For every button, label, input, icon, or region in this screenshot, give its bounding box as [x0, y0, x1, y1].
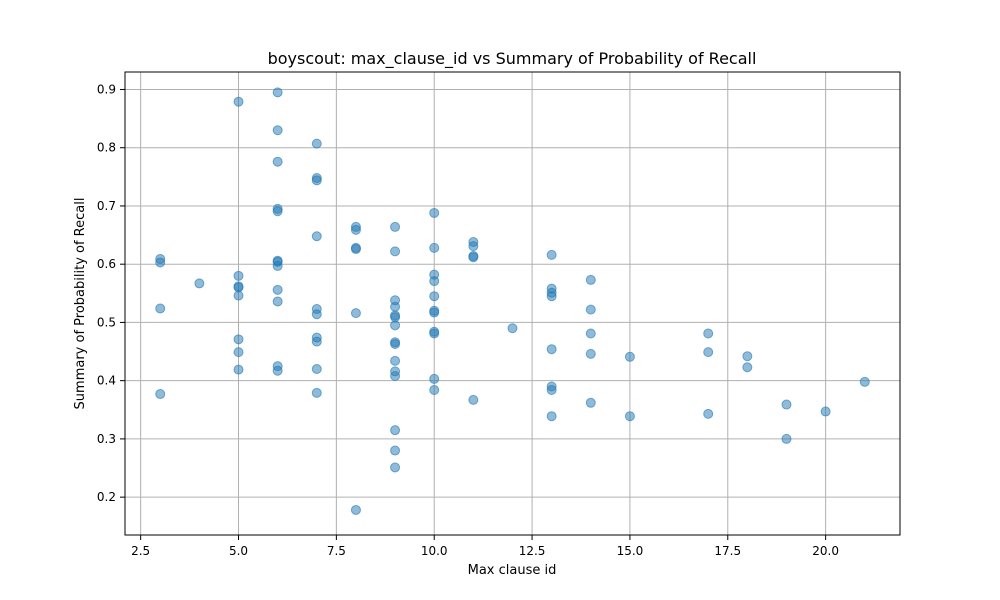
- data-point: [272, 156, 283, 167]
- data-point: [390, 312, 401, 323]
- data-point: [311, 231, 322, 242]
- data-point: [155, 389, 166, 400]
- data-point: [233, 364, 244, 375]
- data-point: [233, 290, 244, 301]
- data-point: [429, 384, 440, 395]
- data-point: [233, 347, 244, 358]
- y-tick-label: 0.2: [97, 490, 116, 504]
- x-tick-label: 2.5: [131, 544, 150, 558]
- data-point: [390, 462, 401, 473]
- y-tick-label: 0.4: [97, 374, 116, 388]
- x-axis-label: Max clause id: [468, 563, 557, 578]
- x-tick-label: 5.0: [229, 544, 248, 558]
- data-point: [272, 284, 283, 295]
- data-point: [820, 406, 831, 417]
- grid: [125, 72, 900, 535]
- y-tick-label: 0.6: [97, 257, 116, 271]
- data-point: [546, 411, 557, 422]
- x-tick-label: 12.5: [519, 544, 546, 558]
- plot-frame: [124, 71, 901, 536]
- data-point: [272, 365, 283, 376]
- chart-title: boyscout: max_clause_id vs Summary of Pr…: [268, 49, 757, 69]
- data-point: [585, 397, 596, 408]
- data-point: [429, 291, 440, 302]
- data-point: [350, 308, 361, 319]
- data-point: [624, 351, 635, 362]
- data-point: [390, 371, 401, 382]
- data-point: [311, 175, 322, 186]
- y-tick-label: 0.5: [97, 315, 116, 329]
- data-point: [781, 399, 792, 410]
- data-point: [468, 394, 479, 405]
- y-axis-ticks: 0.2 0.3 0.4 0.5 0.6 0.7 0.8 0.9: [97, 82, 125, 504]
- data-point: [272, 125, 283, 136]
- data-point: [272, 260, 283, 271]
- x-tick-label: 15.0: [617, 544, 644, 558]
- data-point: [233, 282, 244, 293]
- data-point: [585, 328, 596, 339]
- data-point: [390, 338, 401, 349]
- data-point: [155, 257, 166, 268]
- data-point: [546, 291, 557, 302]
- data-point: [233, 334, 244, 345]
- data-point: [585, 348, 596, 359]
- data-point: [429, 373, 440, 384]
- data-point: [350, 244, 361, 255]
- data-point: [390, 221, 401, 232]
- data-point: [233, 270, 244, 281]
- y-tick-label: 0.7: [97, 199, 116, 213]
- data-point: [390, 246, 401, 257]
- data-point: [350, 224, 361, 235]
- data-point: [429, 207, 440, 218]
- data-point: [272, 206, 283, 217]
- data-point: [742, 351, 753, 362]
- data-point: [585, 304, 596, 315]
- data-point: [781, 433, 792, 444]
- data-point: [311, 387, 322, 398]
- data-point: [311, 336, 322, 347]
- data-point: [703, 408, 714, 419]
- data-point: [429, 242, 440, 253]
- data-point: [585, 274, 596, 285]
- data-point: [859, 376, 870, 387]
- x-tick-label: 10.0: [421, 544, 448, 558]
- data-point: [742, 362, 753, 373]
- data-point: [311, 309, 322, 320]
- data-point: [468, 252, 479, 263]
- data-points: [155, 87, 870, 515]
- x-tick-label: 17.5: [714, 544, 741, 558]
- data-point: [429, 328, 440, 339]
- data-point: [272, 296, 283, 307]
- y-tick-label: 0.3: [97, 432, 116, 446]
- data-point: [703, 347, 714, 358]
- data-point: [155, 303, 166, 314]
- data-point: [703, 328, 714, 339]
- data-point: [546, 249, 557, 260]
- data-point: [350, 504, 361, 515]
- data-point: [390, 425, 401, 436]
- data-point: [429, 276, 440, 287]
- x-axis-ticks: 2.5 5.0 7.5 10.0 12.5 15.0 17.5 20.0: [131, 535, 839, 558]
- data-point: [390, 320, 401, 331]
- data-point: [429, 307, 440, 318]
- data-point: [272, 87, 283, 98]
- x-tick-label: 7.5: [327, 544, 346, 558]
- data-point: [468, 241, 479, 252]
- y-tick-label: 0.9: [97, 82, 116, 96]
- data-point: [390, 355, 401, 366]
- data-point: [311, 364, 322, 375]
- data-point: [233, 96, 244, 107]
- data-point: [311, 138, 322, 149]
- x-tick-label: 20.0: [812, 544, 839, 558]
- data-point: [390, 445, 401, 456]
- data-point: [194, 278, 205, 289]
- data-point: [390, 301, 401, 312]
- data-point: [624, 411, 635, 422]
- data-point: [507, 323, 518, 334]
- data-point: [546, 384, 557, 395]
- y-tick-label: 0.8: [97, 141, 116, 155]
- y-axis-label: Summary of Probability of Recall: [73, 198, 88, 410]
- data-point: [546, 344, 557, 355]
